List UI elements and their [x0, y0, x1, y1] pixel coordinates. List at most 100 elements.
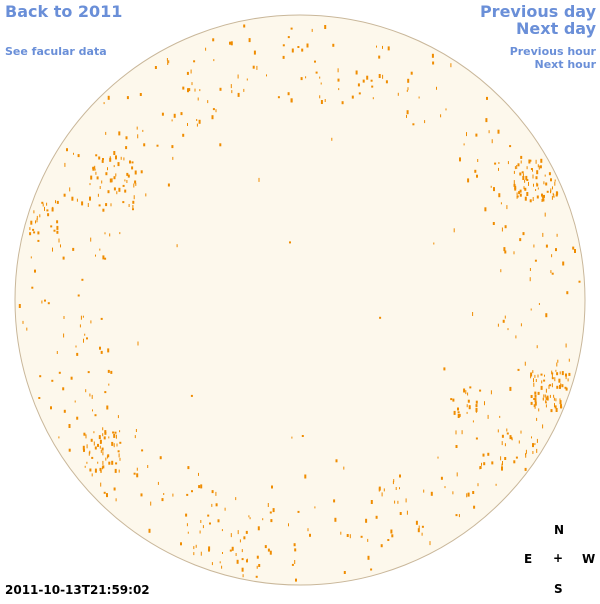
facula-mark [546, 190, 549, 193]
facula-mark [81, 278, 84, 281]
facula-mark [277, 96, 280, 99]
facula-mark [258, 564, 261, 567]
facula-mark [556, 233, 558, 237]
facula-mark [519, 193, 522, 197]
facula-mark [118, 453, 120, 458]
facula-mark [168, 60, 170, 64]
facula-mark [517, 368, 520, 371]
facula-mark [63, 409, 66, 413]
facula-mark [245, 530, 248, 534]
facula-mark [186, 493, 189, 496]
facula-mark [51, 379, 54, 382]
facula-mark [551, 254, 553, 258]
facula-mark [390, 529, 393, 534]
facula-mark [113, 176, 116, 180]
facula-mark [35, 220, 36, 224]
facula-mark [100, 439, 101, 444]
facula-mark [504, 315, 506, 319]
see-facular-data-link[interactable]: See facular data [5, 45, 107, 58]
facula-mark [18, 304, 21, 308]
facula-mark [133, 472, 136, 475]
facula-mark [514, 185, 517, 189]
facula-mark [536, 183, 539, 187]
facula-mark [529, 199, 532, 203]
next-day-link[interactable]: Next day [516, 19, 596, 38]
facula-mark [503, 247, 506, 252]
facula-mark [382, 74, 384, 79]
previous-hour-link[interactable]: Previous hour [509, 45, 596, 58]
facula-mark [209, 522, 211, 525]
facula-mark [166, 58, 168, 61]
facula-mark [487, 414, 489, 419]
facula-mark [97, 443, 99, 447]
facula-mark [417, 528, 420, 533]
facula-mark [236, 559, 239, 564]
facula-mark [516, 192, 518, 196]
facula-mark [479, 389, 482, 392]
facula-mark [502, 461, 503, 465]
next-hour-link[interactable]: Next hour [534, 58, 597, 71]
facula-mark [36, 218, 38, 223]
facula-mark [397, 500, 399, 504]
facula-mark [319, 95, 321, 99]
facula-mark [93, 431, 95, 434]
facula-mark [473, 505, 476, 509]
facula-mark [37, 231, 40, 235]
facula-mark [539, 165, 542, 169]
facula-mark [530, 168, 533, 170]
facula-mark [282, 44, 285, 47]
facula-mark [104, 431, 107, 435]
facula-mark [537, 164, 539, 168]
facula-mark [540, 373, 543, 376]
facula-mark [115, 462, 118, 465]
facula-mark [482, 453, 485, 457]
facula-mark [551, 377, 554, 380]
facula-mark [291, 48, 294, 53]
facula-mark [536, 438, 538, 443]
facula-mark [551, 383, 553, 388]
facula-mark [186, 523, 188, 527]
facula-mark [519, 189, 522, 193]
facula-mark [334, 517, 337, 522]
facula-mark [324, 99, 326, 102]
facula-mark [87, 203, 89, 207]
facula-mark [526, 166, 528, 170]
facula-mark [543, 197, 545, 201]
facula-mark [381, 492, 383, 497]
facula-mark [566, 291, 569, 295]
observation-timestamp: 2011-10-13T21:59:02 [5, 583, 150, 597]
facula-mark [83, 448, 85, 452]
facula-mark [293, 543, 296, 547]
facula-mark [212, 108, 215, 111]
facula-mark [560, 404, 562, 409]
facula-mark [105, 457, 107, 461]
facula-mark [104, 430, 107, 434]
facula-mark [453, 228, 455, 233]
facula-mark [56, 220, 59, 224]
facula-mark [109, 157, 112, 162]
facula-mark [545, 404, 547, 408]
facula-mark [544, 212, 546, 217]
facula-mark [98, 156, 101, 160]
facula-mark [86, 337, 88, 340]
facula-mark [504, 443, 506, 447]
facula-mark [501, 434, 504, 438]
facula-mark [102, 255, 105, 260]
facula-mark [558, 378, 561, 383]
facula-mark [219, 87, 222, 91]
facula-mark [536, 448, 538, 453]
facula-mark [362, 79, 365, 83]
facula-mark [495, 483, 497, 486]
facula-mark [133, 195, 135, 200]
facula-mark [532, 443, 534, 448]
facula-mark [504, 225, 507, 229]
facula-mark [102, 465, 105, 469]
previous-day-link[interactable]: Previous day [479, 2, 596, 21]
facula-mark [46, 202, 48, 206]
facula-mark [135, 182, 137, 186]
back-to-year-link[interactable]: Back to 2011 [5, 2, 123, 21]
facula-mark [122, 184, 125, 187]
facula-mark [514, 187, 517, 191]
facula-mark [99, 346, 101, 350]
